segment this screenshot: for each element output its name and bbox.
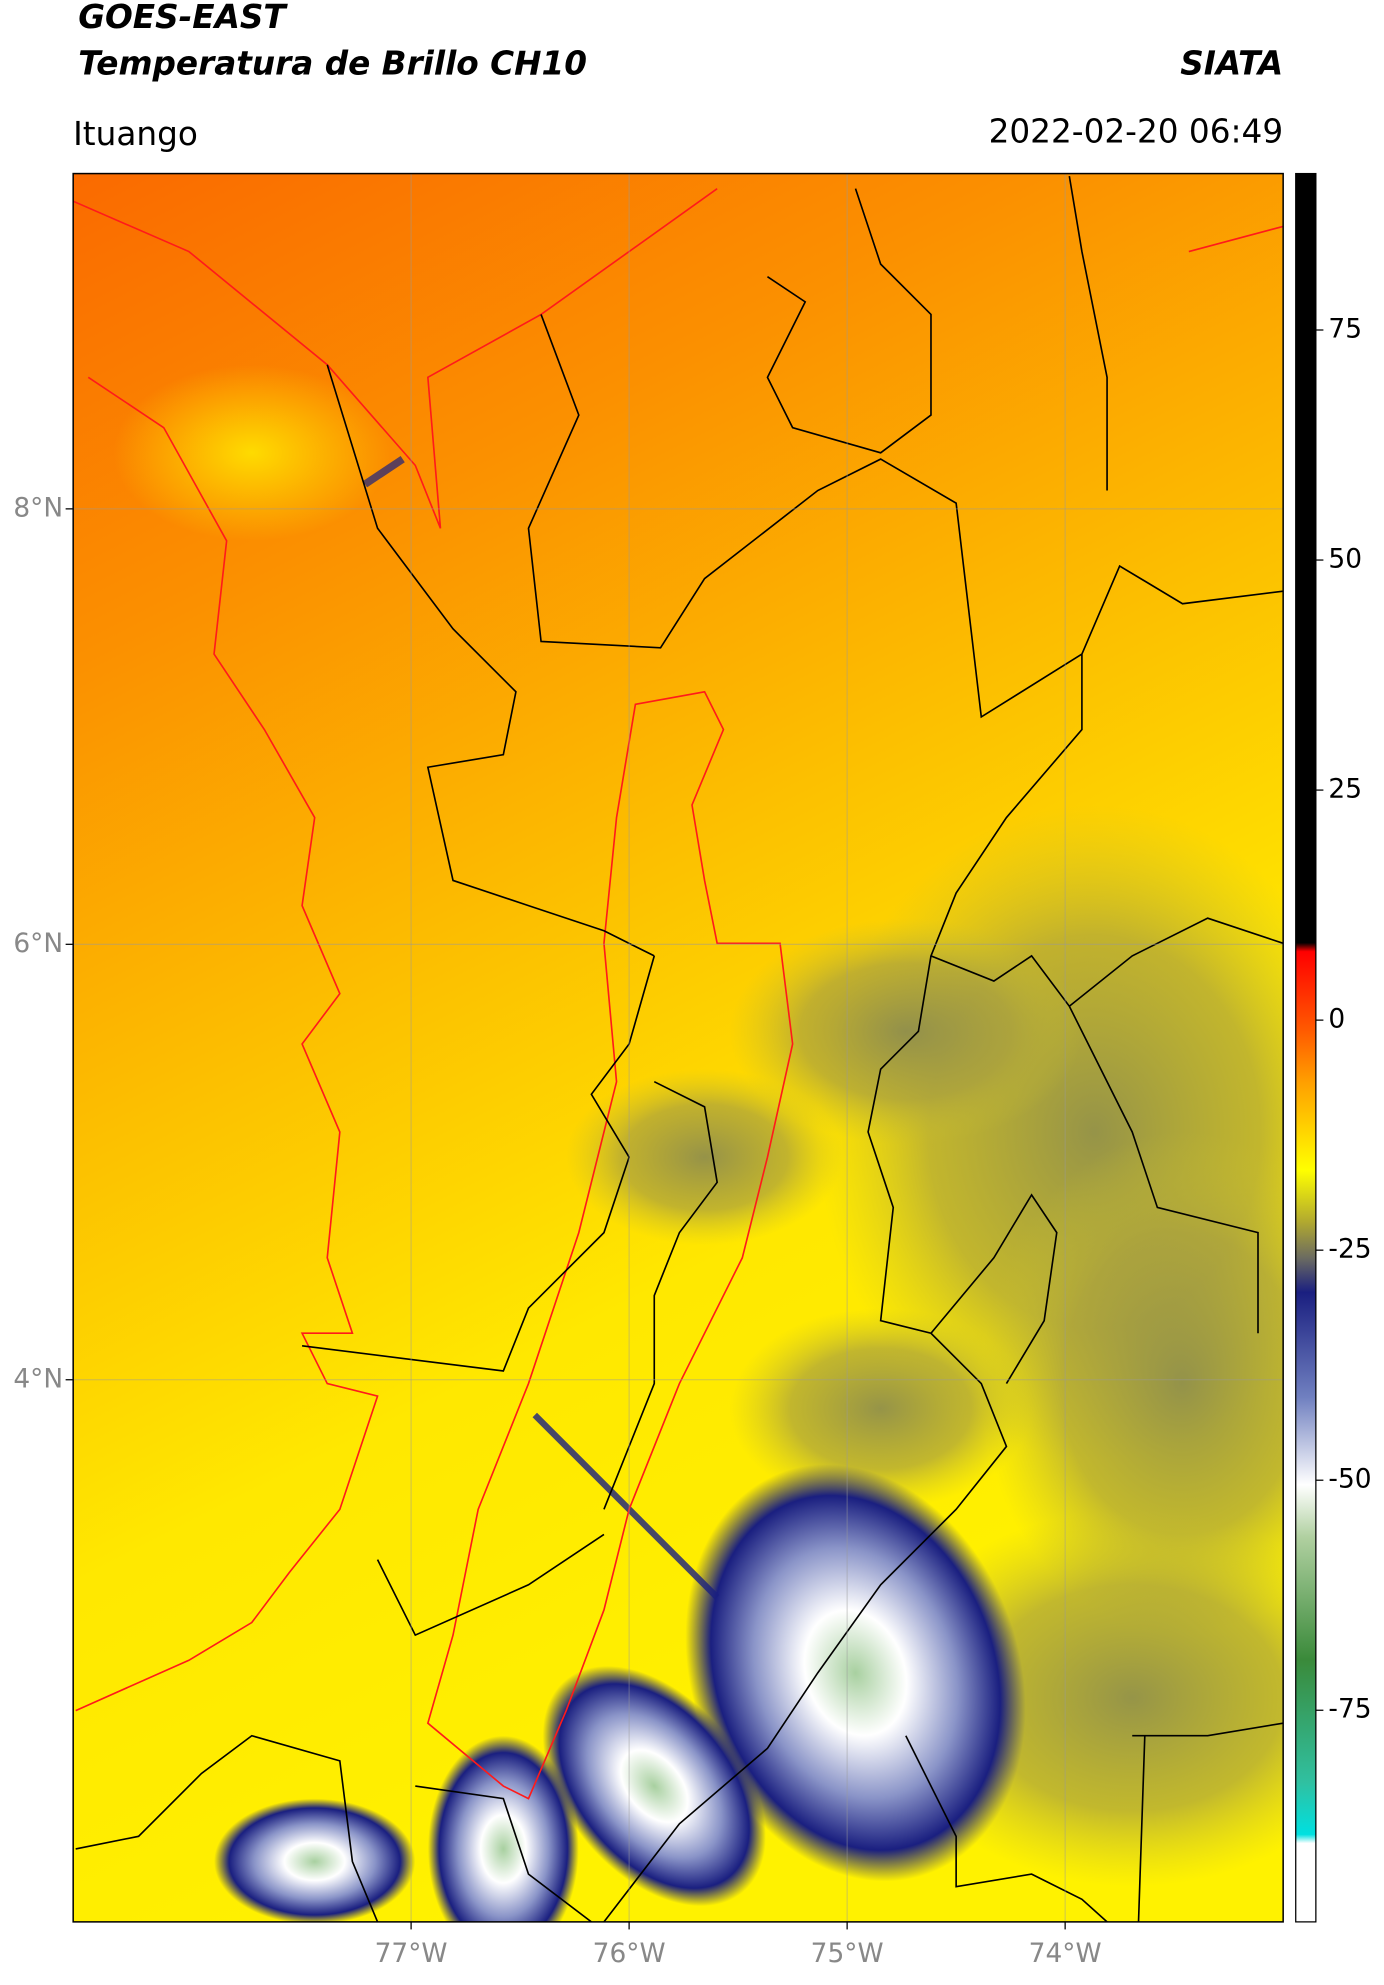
satellite: GOES-EAST <box>78 0 288 36</box>
streak <box>362 455 405 488</box>
agency: SIATA <box>1180 44 1283 82</box>
x-tick-label: 74°W <box>1029 1938 1102 1969</box>
streak <box>532 1412 720 1600</box>
timestamp: 2022-02-20 06:49 <box>989 112 1284 150</box>
colorbar-tick-label: -25 <box>1328 1234 1371 1265</box>
field <box>566 1069 843 1246</box>
colorbar <box>1295 172 1317 1923</box>
x-tick-label: 75°W <box>811 1938 884 1969</box>
x-tick-label: 76°W <box>593 1938 666 1969</box>
location: Ituango <box>73 115 198 153</box>
map-frame <box>72 172 1284 1923</box>
map-field <box>73 173 1284 1922</box>
colorbar-tick-label: 50 <box>1328 544 1362 575</box>
coastline <box>73 188 1284 1800</box>
x-tick-label: 77°W <box>375 1938 448 1969</box>
field <box>981 1132 1284 1636</box>
colorbar-tick-label: 75 <box>1328 314 1362 345</box>
axes: 77°W 76°W 75°W 74°W 8°N 6°N 4°N 75 50 25 0 -25 -50 -7… <box>13 173 1372 1969</box>
colorbar-tick-label: -50 <box>1328 1464 1371 1495</box>
colorbar-tick-label: -75 <box>1328 1694 1371 1725</box>
product: Temperatura de Brillo CH10 <box>78 44 587 82</box>
storm <box>542 1665 766 1907</box>
boundary <box>75 175 1284 1922</box>
y-tick-label: 4°N <box>13 1363 63 1394</box>
colorbar-tick-label: 25 <box>1328 774 1362 805</box>
y-tick-label: 8°N <box>13 492 63 523</box>
field <box>113 364 391 541</box>
storm <box>685 1464 1026 1882</box>
field <box>729 918 1082 1145</box>
storm <box>214 1798 416 1922</box>
colorbar-tick-label: 0 <box>1328 1004 1345 1035</box>
y-tick-label: 6°N <box>13 928 63 959</box>
storm <box>427 1735 579 1922</box>
